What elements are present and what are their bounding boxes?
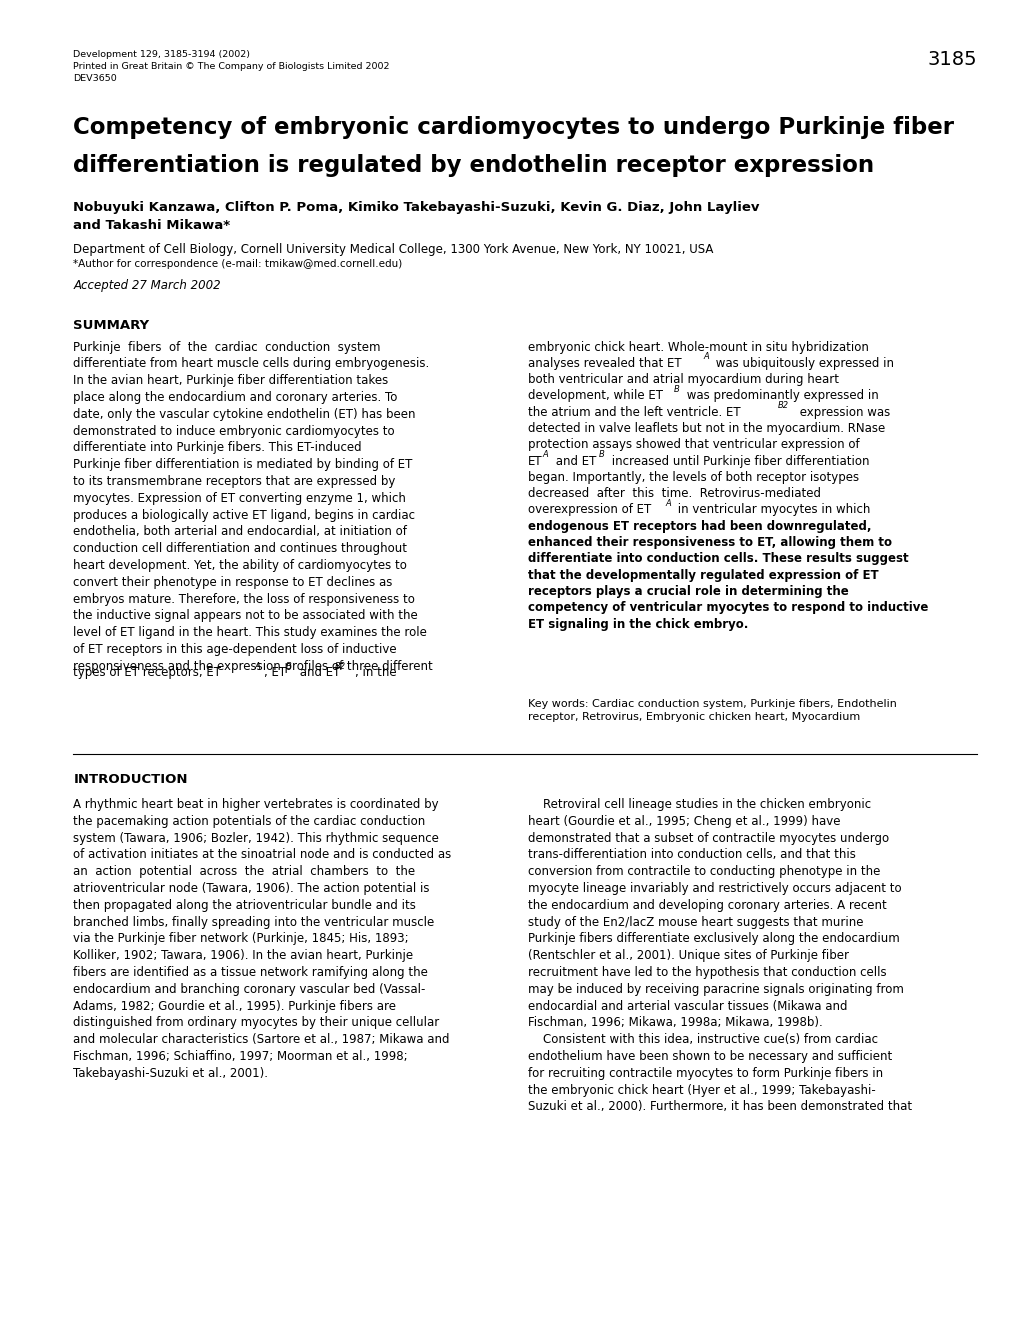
Text: was predominantly expressed in: was predominantly expressed in (683, 389, 877, 403)
Text: A: A (255, 661, 260, 671)
Text: A: A (542, 450, 548, 459)
Text: Printed in Great Britain © The Company of Biologists Limited 2002: Printed in Great Britain © The Company o… (73, 62, 389, 71)
Text: A: A (664, 499, 671, 508)
Text: INTRODUCTION: INTRODUCTION (73, 774, 187, 785)
Text: Key words: Cardiac conduction system, Purkinje fibers, Endothelin
receptor, Retr: Key words: Cardiac conduction system, Pu… (528, 700, 897, 722)
Text: overexpression of ET: overexpression of ET (528, 503, 651, 516)
Text: that the developmentally regulated expression of ET: that the developmentally regulated expre… (528, 569, 878, 582)
Text: A: A (703, 352, 708, 360)
Text: detected in valve leaflets but not in the myocardium. RNase: detected in valve leaflets but not in th… (528, 422, 884, 436)
Text: 3185: 3185 (926, 50, 976, 69)
Text: differentiation is regulated by endothelin receptor expression: differentiation is regulated by endothel… (73, 154, 873, 177)
Text: decreased  after  this  time.  Retrovirus-mediated: decreased after this time. Retrovirus-me… (528, 487, 820, 500)
Text: in ventricular myocytes in which: in ventricular myocytes in which (674, 503, 870, 516)
Text: enhanced their responsiveness to ET, allowing them to: enhanced their responsiveness to ET, all… (528, 536, 892, 549)
Text: Purkinje  fibers  of  the  cardiac  conduction  system
differentiate from heart : Purkinje fibers of the cardiac conductio… (73, 341, 433, 673)
Text: expression was: expression was (796, 405, 890, 418)
Text: A rhythmic heart beat in higher vertebrates is coordinated by
the pacemaking act: A rhythmic heart beat in higher vertebra… (73, 799, 451, 1080)
Text: analyses revealed that ET: analyses revealed that ET (528, 356, 682, 370)
Text: protection assays showed that ventricular expression of: protection assays showed that ventricula… (528, 438, 859, 451)
Text: *Author for correspondence (e-mail: tmikaw@med.cornell.edu): *Author for correspondence (e-mail: tmik… (73, 259, 403, 269)
Text: competency of ventricular myocytes to respond to inductive: competency of ventricular myocytes to re… (528, 601, 928, 614)
Text: DEV3650: DEV3650 (73, 74, 117, 83)
Text: SUMMARY: SUMMARY (73, 319, 150, 333)
Text: B: B (674, 384, 679, 393)
Text: B2: B2 (335, 661, 345, 671)
Text: ET signaling in the chick embryo.: ET signaling in the chick embryo. (528, 618, 748, 631)
Text: Accepted 27 March 2002: Accepted 27 March 2002 (73, 279, 221, 292)
Text: increased until Purkinje fiber differentiation: increased until Purkinje fiber different… (607, 454, 869, 467)
Text: and ET: and ET (296, 667, 340, 680)
Text: Department of Cell Biology, Cornell University Medical College, 1300 York Avenue: Department of Cell Biology, Cornell Univ… (73, 243, 713, 256)
Text: B: B (285, 661, 291, 671)
Text: B2: B2 (777, 401, 788, 409)
Text: , in the: , in the (355, 667, 396, 680)
Text: and Takashi Mikawa*: and Takashi Mikawa* (73, 219, 230, 232)
Text: the atrium and the left ventricle. ET: the atrium and the left ventricle. ET (528, 405, 740, 418)
Text: began. Importantly, the levels of both receptor isotypes: began. Importantly, the levels of both r… (528, 471, 859, 484)
Text: endogenous ET receptors had been downregulated,: endogenous ET receptors had been downreg… (528, 520, 871, 533)
Text: B: B (599, 450, 604, 459)
Text: types of ET receptors, ET: types of ET receptors, ET (73, 667, 221, 680)
Text: and ET: and ET (551, 454, 596, 467)
Text: receptors plays a crucial role in determining the: receptors plays a crucial role in determ… (528, 585, 848, 598)
Text: differentiate into conduction cells. These results suggest: differentiate into conduction cells. The… (528, 552, 908, 565)
Text: ET: ET (528, 454, 542, 467)
Text: development, while ET: development, while ET (528, 389, 662, 403)
Text: was ubiquitously expressed in: was ubiquitously expressed in (711, 356, 894, 370)
Text: both ventricular and atrial myocardium during heart: both ventricular and atrial myocardium d… (528, 374, 839, 387)
Text: , ET: , ET (264, 667, 286, 680)
Text: Development 129, 3185-3194 (2002): Development 129, 3185-3194 (2002) (73, 50, 251, 59)
Text: Competency of embryonic cardiomyocytes to undergo Purkinje fiber: Competency of embryonic cardiomyocytes t… (73, 116, 954, 139)
Text: Nobuyuki Kanzawa, Clifton P. Poma, Kimiko Takebayashi-Suzuki, Kevin G. Diaz, Joh: Nobuyuki Kanzawa, Clifton P. Poma, Kimik… (73, 201, 759, 214)
Text: Retroviral cell lineage studies in the chicken embryonic
heart (Gourdie et al., : Retroviral cell lineage studies in the c… (528, 799, 912, 1113)
Text: embryonic chick heart. Whole-mount in situ hybridization: embryonic chick heart. Whole-mount in si… (528, 341, 868, 354)
